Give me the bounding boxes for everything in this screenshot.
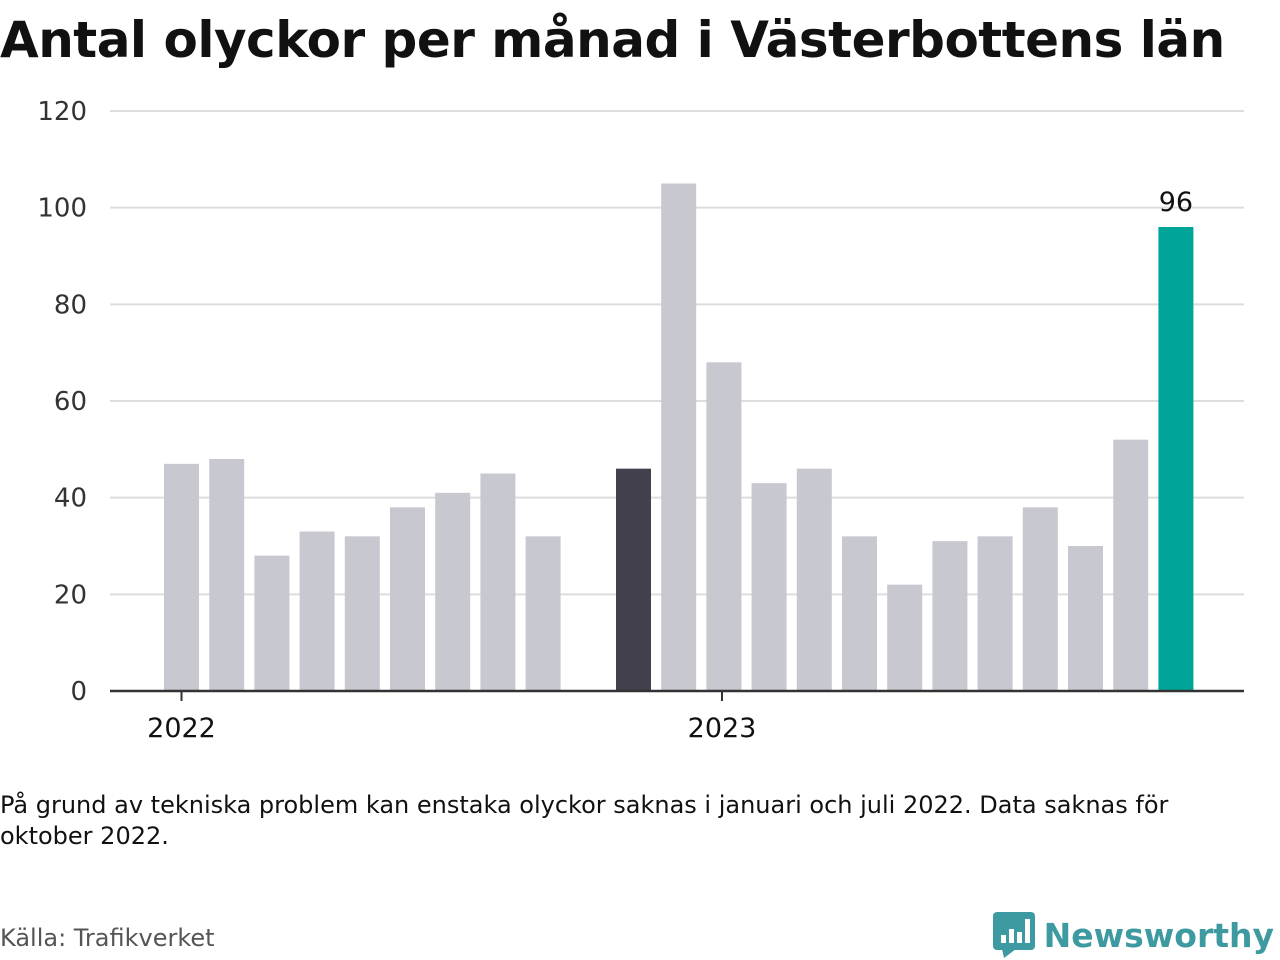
- bar: [164, 463, 199, 691]
- bar: [209, 459, 245, 691]
- bar: [887, 584, 923, 691]
- bar: [796, 468, 832, 691]
- y-tick-label: 20: [54, 580, 87, 610]
- bar: [1113, 439, 1149, 691]
- bar: [254, 555, 290, 691]
- y-tick-label: 120: [37, 97, 87, 127]
- brand-logo: Newsworthy: [992, 910, 1274, 960]
- y-tick-label: 100: [37, 194, 87, 224]
- bar-chart: 0 20 40 60 80 100 120 2022 2023 96: [37, 97, 1244, 744]
- y-tick-label: 80: [54, 290, 87, 320]
- y-axis-ticks: 0 20 40 60 80 100 120: [37, 97, 87, 707]
- bar-chart-speech-bubble-icon: [992, 912, 1035, 958]
- data-label: 96: [1159, 187, 1193, 218]
- bar: [390, 507, 425, 691]
- bar: [932, 541, 968, 691]
- x-axis-ticks: 2022 2023: [147, 691, 756, 744]
- source-text: Källa: Trafikverket: [0, 924, 215, 952]
- x-tick-label: 2022: [147, 713, 216, 744]
- bar: [661, 183, 697, 691]
- x-tick-label: 2023: [688, 713, 757, 744]
- bars: [164, 183, 1194, 691]
- y-tick-label: 0: [70, 677, 87, 707]
- chart-title: Antal olyckor per månad i Västerbottens …: [0, 11, 1225, 69]
- bar: [842, 536, 877, 691]
- bar: [616, 468, 651, 691]
- bar: [1158, 227, 1194, 691]
- bar: [706, 362, 742, 691]
- y-tick-label: 40: [54, 484, 87, 514]
- bar: [435, 492, 471, 691]
- bar: [480, 473, 516, 691]
- bar: [977, 536, 1013, 691]
- bar: [1068, 546, 1103, 691]
- bar: [751, 483, 787, 691]
- bar: [525, 536, 561, 691]
- bar: [1022, 507, 1058, 691]
- y-tick-label: 60: [54, 387, 87, 417]
- footnote: På grund av tekniska problem kan enstaka…: [0, 791, 1169, 850]
- bar: [299, 531, 335, 691]
- data-labels: 96: [1159, 187, 1193, 218]
- brand-name: Newsworthy: [1043, 915, 1274, 955]
- bar: [344, 536, 380, 691]
